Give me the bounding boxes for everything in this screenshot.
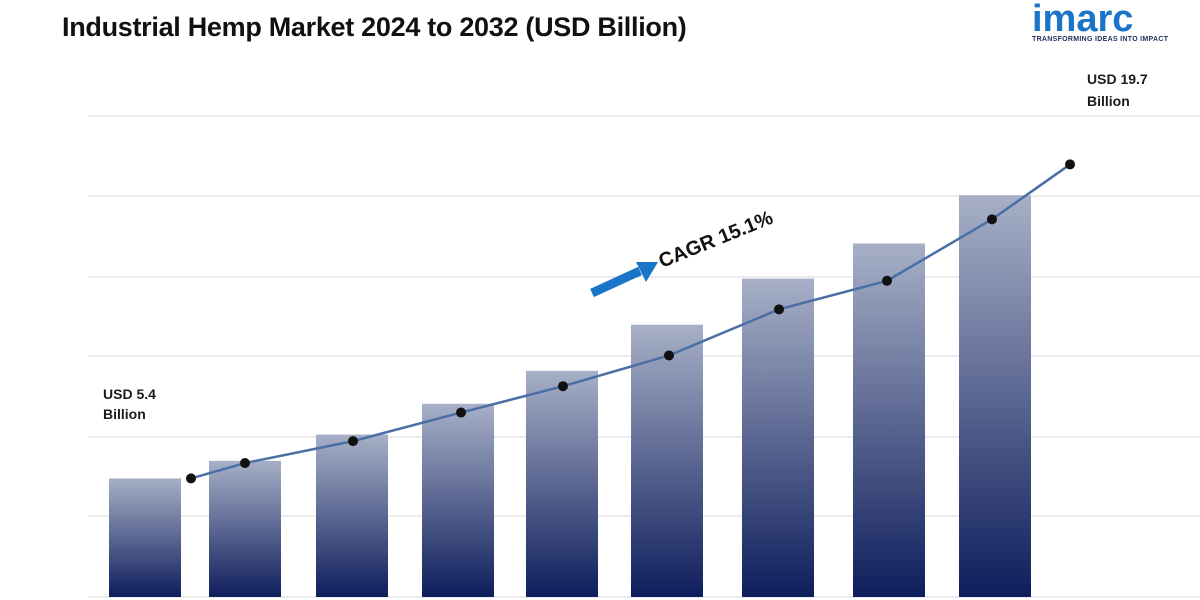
start-value-label-line2: Billion xyxy=(103,406,146,422)
imarc-logo: imarc TRANSFORMING IDEAS INTO IMPACT xyxy=(1032,0,1192,46)
trend-marker xyxy=(1065,159,1075,170)
cagr-arrow-head xyxy=(636,262,658,282)
bar-2029 xyxy=(631,324,703,597)
trend-line xyxy=(186,159,1075,484)
bar-2025 xyxy=(209,460,281,597)
end-value-label-line2: Billion xyxy=(1087,93,1130,109)
end-value-label-line1: USD 19.7 xyxy=(1087,71,1148,87)
trend-marker xyxy=(558,381,568,392)
trend-marker xyxy=(774,304,784,315)
cagr-arrow-shaft xyxy=(590,266,642,298)
trend-marker xyxy=(456,407,466,418)
bar-2024 xyxy=(109,478,181,597)
start-value-label-line1: USD 5.4 xyxy=(103,386,156,402)
bar-2026 xyxy=(316,434,388,597)
cagr-label: CAGR 15.1% xyxy=(656,207,777,273)
bar-2027 xyxy=(422,403,494,597)
trend-marker xyxy=(240,458,250,469)
cagr-arrow xyxy=(590,262,658,298)
trend-marker xyxy=(882,275,892,286)
bar-2030 xyxy=(742,278,814,597)
chart-title: Industrial Hemp Market 2024 to 2032 (USD… xyxy=(62,12,687,42)
trend-marker xyxy=(664,350,674,361)
bar-2031 xyxy=(853,243,925,598)
trend-marker xyxy=(987,214,997,225)
bar-2028 xyxy=(526,370,598,597)
logo-tagline: TRANSFORMING IDEAS INTO IMPACT xyxy=(1032,36,1169,43)
trend-line-path xyxy=(190,163,1071,480)
trend-marker xyxy=(348,436,358,447)
bar-2032 xyxy=(959,195,1031,597)
trend-marker xyxy=(186,473,196,484)
logo-wordmark: imarc xyxy=(1032,0,1134,40)
bars xyxy=(109,195,1031,598)
